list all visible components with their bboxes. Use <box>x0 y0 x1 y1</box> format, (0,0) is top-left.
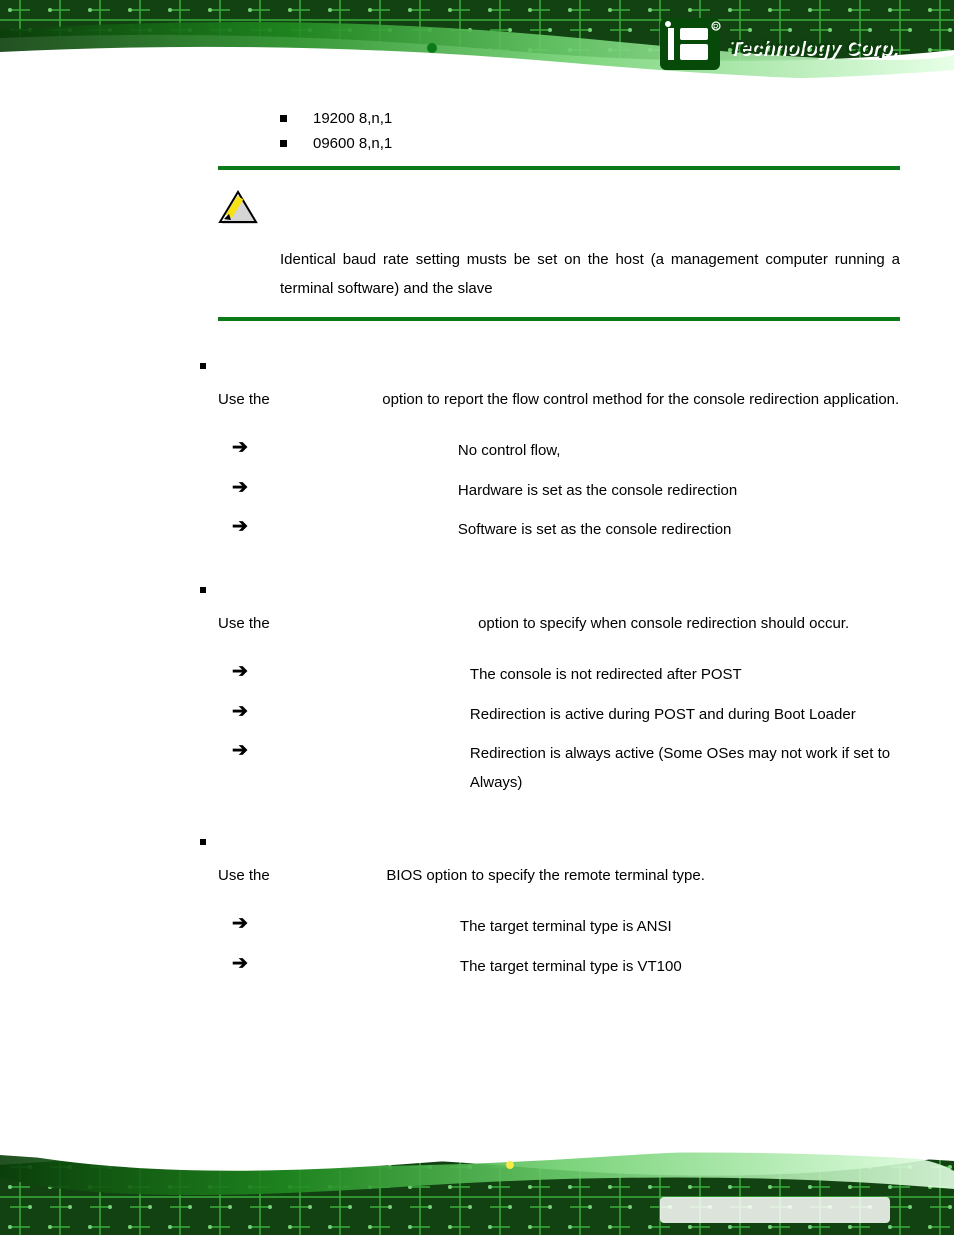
option-row: ➔ Hardware is set as the console redirec… <box>232 476 900 506</box>
option-desc: No control flow, <box>458 436 561 466</box>
bullet-square-icon <box>200 839 206 845</box>
option-desc: Redirection is active during POST and du… <box>470 700 856 730</box>
option-desc: Software is set as the console redirecti… <box>458 515 731 545</box>
intro-pre: Use the <box>218 615 274 632</box>
brand-text-shadow: Technology Corp. <box>728 37 897 59</box>
intro-post: BIOS option to specify the remote termin… <box>382 867 705 884</box>
baud-item: 19200 8,n,1 <box>280 110 920 127</box>
intro-post: option to report the flow control method… <box>378 391 899 408</box>
option-desc: Hardware is set as the console redirecti… <box>458 476 737 506</box>
arrow-right-icon: ➔ <box>232 700 248 725</box>
baud-text: 19200 8,n,1 <box>313 110 392 127</box>
option-row: ➔ The console is not redirected after PO… <box>232 660 900 690</box>
footer-banner <box>0 1137 954 1235</box>
divider <box>218 317 900 321</box>
option-row: ➔ Software is set as the console redirec… <box>232 515 900 545</box>
section-intro: Use the option to report the flow contro… <box>218 385 900 414</box>
arrow-right-icon: ➔ <box>232 912 248 937</box>
bullet-square-icon <box>200 363 206 369</box>
svg-text:R: R <box>713 23 719 32</box>
bullet-square-icon <box>200 587 206 593</box>
section-heading <box>200 831 920 845</box>
note-pencil-icon <box>218 190 262 228</box>
section-heading <box>200 355 920 369</box>
option-desc: Redirection is always active (Some OSes … <box>470 739 900 797</box>
page-content: 19200 8,n,1 09600 8,n,1 Identical baud r… <box>200 110 920 991</box>
arrow-right-icon: ➔ <box>232 952 248 977</box>
intro-post: option to specify when console redirecti… <box>474 615 849 632</box>
divider <box>218 166 900 170</box>
option-desc: The console is not redirected after POST <box>470 660 742 690</box>
option-row: ➔ Redirection is always active (Some OSe… <box>232 739 900 797</box>
section-intro: Use the BIOS option to specify the remot… <box>218 861 900 890</box>
baud-item: 09600 8,n,1 <box>280 135 920 152</box>
baud-text: 09600 8,n,1 <box>313 135 392 152</box>
bullet-square-icon <box>280 115 287 122</box>
section-heading <box>200 579 920 593</box>
arrow-right-icon: ➔ <box>232 476 248 501</box>
section-intro: Use the option to specify when console r… <box>218 609 900 638</box>
intro-pre: Use the <box>218 391 274 408</box>
note-text: Identical baud rate setting musts be set… <box>280 246 900 303</box>
header-banner: Technology Corp. Technology Corp. R <box>0 0 954 98</box>
option-desc: The target terminal type is VT100 <box>460 952 682 982</box>
option-row: ➔ No control flow, <box>232 436 900 466</box>
arrow-right-icon: ➔ <box>232 515 248 540</box>
intro-pre: Use the <box>218 867 274 884</box>
option-desc: The target terminal type is ANSI <box>460 912 672 942</box>
bullet-square-icon <box>280 140 287 147</box>
arrow-right-icon: ➔ <box>232 739 248 764</box>
option-row: ➔ The target terminal type is ANSI <box>232 912 900 942</box>
arrow-right-icon: ➔ <box>232 436 248 461</box>
option-row: ➔ The target terminal type is VT100 <box>232 952 900 982</box>
arrow-right-icon: ➔ <box>232 660 248 685</box>
option-row: ➔ Redirection is active during POST and … <box>232 700 900 730</box>
